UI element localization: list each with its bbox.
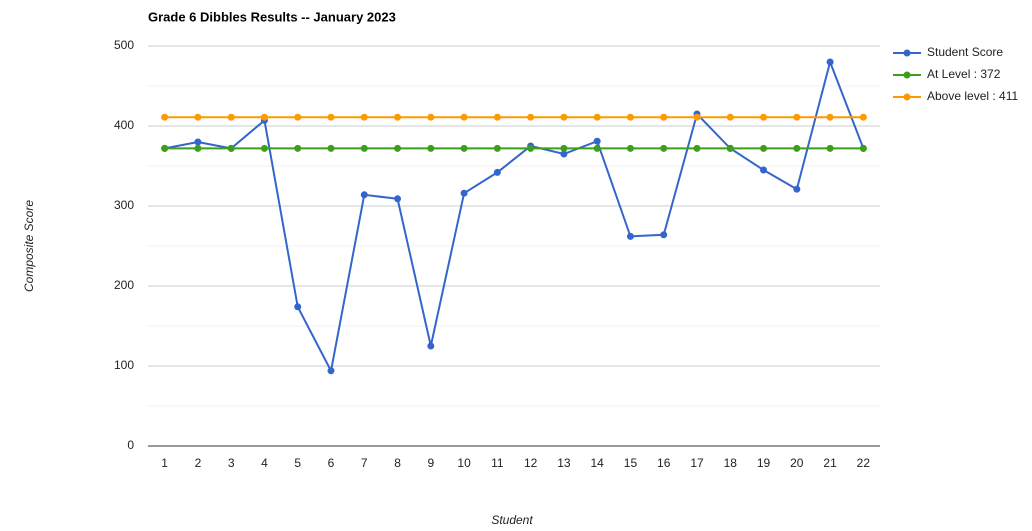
data-point [327,113,335,121]
x-tick-label: 15 [624,456,638,470]
x-tick-label: 17 [690,456,704,470]
data-point [394,195,402,203]
data-point [460,144,468,152]
legend-swatch-dot [903,71,911,79]
x-axis-title: Student [491,513,533,527]
y-axis-title: Composite Score [22,200,36,292]
data-point [826,144,834,152]
data-point [327,367,335,375]
data-point [593,113,601,121]
y-tick-label: 500 [114,38,134,52]
data-point [360,191,368,199]
series-line [164,58,865,374]
y-tick-label: 400 [114,118,134,132]
data-point [793,113,801,121]
data-point [294,113,302,121]
data-point [726,113,734,121]
y-tick-label: 300 [114,198,134,212]
data-point [826,58,834,66]
data-point [660,231,668,239]
data-point [427,113,435,121]
chart-title: Grade 6 Dibbles Results -- January 2023 [148,9,396,24]
data-point [161,144,169,152]
data-point [760,144,768,152]
data-point [327,144,335,152]
data-point [626,113,634,121]
x-tick-label: 9 [427,456,434,470]
data-point [260,144,268,152]
data-point [360,113,368,121]
data-point [826,113,834,121]
data-point [427,342,435,350]
x-tick-label: 11 [491,456,504,470]
data-point [294,303,302,311]
data-point [593,137,601,145]
x-tick-label: 20 [790,456,804,470]
data-point [493,168,501,176]
data-point [527,144,535,152]
data-point [560,144,568,152]
data-point [660,113,668,121]
legend-label: At Level : 372 [927,67,1001,81]
data-point [260,113,268,121]
x-tick-label: 4 [261,456,268,470]
x-tick-label: 12 [524,456,538,470]
data-point [427,144,435,152]
data-point [194,138,202,146]
x-tick-label: 10 [457,456,471,470]
x-tick-label: 5 [294,456,301,470]
data-point [460,113,468,121]
x-tick-label: 21 [823,456,837,470]
data-point [793,185,801,193]
data-point [760,166,768,174]
data-point [394,144,402,152]
x-tick-label: 1 [161,456,168,470]
data-point [693,144,701,152]
x-tick-label: 6 [328,456,335,470]
data-point [593,144,601,152]
x-tick-label: 14 [591,456,605,470]
data-point [394,113,402,121]
data-point [560,150,568,158]
x-tick-label: 2 [195,456,202,470]
legend-label: Student Score [927,45,1003,59]
y-tick-label: 0 [127,438,134,452]
data-point [360,144,368,152]
x-tick-label: 18 [724,456,738,470]
data-point [760,113,768,121]
data-point [626,144,634,152]
data-point [227,144,235,152]
data-point [793,144,801,152]
data-point [527,113,535,121]
x-tick-label: 22 [857,456,871,470]
y-tick-label: 100 [114,358,134,372]
data-point [726,144,734,152]
data-point [560,113,568,121]
x-tick-label: 16 [657,456,671,470]
data-point [859,113,867,121]
data-point [194,144,202,152]
x-tick-label: 3 [228,456,235,470]
x-tick-label: 7 [361,456,368,470]
data-point [493,113,501,121]
data-point [626,232,634,240]
data-point [493,144,501,152]
data-point [294,144,302,152]
y-tick-label: 200 [114,278,134,292]
x-tick-label: 19 [757,456,771,470]
data-point [859,144,867,152]
data-point [161,113,169,121]
data-point [194,113,202,121]
legend-swatch-dot [903,93,911,101]
legend-swatch-dot [903,49,911,57]
data-point [460,189,468,197]
data-point [693,113,701,121]
data-point [660,144,668,152]
x-tick-label: 13 [557,456,571,470]
x-tick-label: 8 [394,456,401,470]
data-point [227,113,235,121]
legend-label: Above level : 411 [927,89,1018,103]
